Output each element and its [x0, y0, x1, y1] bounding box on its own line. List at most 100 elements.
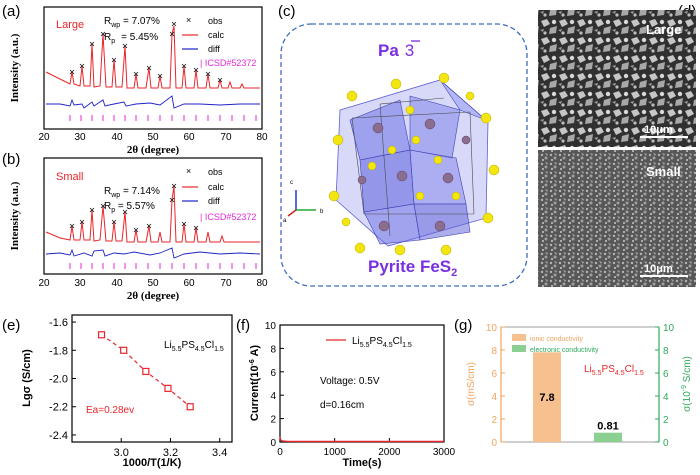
panel-f: (f) Current(10-6 A) Time(s) 0 2 4 6 8 10 0 100…: [236, 317, 456, 469]
panel-e-ytick-label: -2.2: [49, 402, 68, 414]
panel-b: (b) Intensity (a.u.) 20 30 40 50 60 70 8…: [2, 151, 268, 302]
panel-f-ytick-label: 2: [270, 415, 276, 426]
panel-g-ytick-right-label: 0: [663, 438, 669, 449]
panel-label-f: (f): [236, 317, 250, 334]
panel-a-bragg-ticks: [69, 115, 257, 121]
panel-a-legend-icsd: | ICSD#52372: [200, 58, 256, 68]
panel-a-xtick: 30: [74, 132, 86, 143]
panel-label-g: (g): [454, 317, 472, 334]
panel-e-ytick-label: -1.6: [49, 317, 68, 329]
panel-g-ytick-right-label: 6: [663, 369, 669, 380]
panel-a-xtick: 50: [147, 132, 159, 143]
panel-b-xtick: 30: [74, 278, 86, 289]
panel-g-ytick-right-label: 8: [663, 346, 669, 357]
panel-f-xtick-label: 0: [277, 447, 283, 458]
panel-a-rwp: Rwp = 7.07%: [104, 16, 160, 29]
axes-indicator: c a b: [283, 180, 324, 224]
panel-b-calc-curve: [45, 185, 260, 243]
panel-a-frame: [43, 6, 263, 130]
panel-f-current-line: [279, 436, 444, 443]
panel-label-a: (a): [2, 3, 20, 20]
sem-image-large: [538, 10, 696, 147]
panel-b-xtick: 50: [147, 278, 159, 289]
panel-c-frame: [280, 23, 528, 287]
panel-e-ytick-label: -1.8: [49, 345, 68, 357]
panel-f-xtick-label: 1000: [324, 447, 347, 458]
axis-b-label: b: [320, 209, 324, 215]
panel-b-ylabel: Intensity (a.u.): [9, 181, 21, 250]
space-group-label: Pa 3: [378, 41, 414, 60]
panel-a-xtick: 20: [38, 132, 50, 143]
panel-a-legend-diff: diff: [208, 44, 220, 54]
panel-a: (a) Intensity (a.u.) 20 30 40 50 60 70 8…: [2, 3, 268, 156]
panel-a-xtick: 40: [111, 132, 123, 143]
panel-g-bar: [533, 352, 561, 442]
panel-e-data-point: [142, 367, 150, 376]
panel-e-data-point: [186, 403, 194, 411]
panel-g-ytick-left-label: 6: [491, 369, 497, 380]
panel-g-ytick-left-label: 8: [491, 346, 497, 357]
panel-e-xlabel: 1000/T(1/K): [123, 457, 182, 469]
sem-image-small: [538, 150, 696, 287]
panel-f-ytick-label: 6: [270, 368, 276, 379]
scale-label-large: 10μm: [644, 124, 673, 136]
panel-b-xtick: 80: [256, 278, 268, 289]
sem-label-large: Large: [646, 22, 681, 37]
panel-b-xtick: 20: [38, 278, 50, 289]
axis-a-label: a: [283, 218, 287, 224]
panel-e-xtick-label: 3.4: [212, 447, 227, 459]
panel-f-ylabel: Current(10-6 A): [249, 345, 261, 421]
panel-g-frame: [500, 326, 660, 443]
panel-a-xtick: 60: [183, 132, 195, 143]
panel-f-ytick-label: 8: [270, 344, 276, 355]
panel-g-bar-value: 0.81: [597, 421, 618, 433]
panel-a-xlabel: 2θ (degree): [127, 144, 180, 156]
panel-g-ytick-left-label: 0: [491, 438, 497, 449]
panel-g-ytick-right-label: 2: [663, 415, 669, 426]
panel-b-legend-obs: obs: [208, 167, 223, 177]
panel-b-diff-curve: [45, 247, 261, 259]
panel-f-ytick-label: 10: [265, 321, 277, 332]
panel-b-frame: [43, 157, 263, 275]
panel-g: (g) σ(mS/cm) σ(10-9 S/cm) 0 2 4 6 8 10 0 2 4 6 8 1…: [454, 317, 693, 449]
crystal-structure: [328, 72, 500, 256]
panel-a-legend-calc: calc: [208, 30, 225, 40]
panel-b-xtick: 60: [183, 278, 195, 289]
panel-d: (d) Large 10μm Small 10μm: [538, 3, 696, 287]
panel-g-ylabel-right: σ(10-9 S/cm): [681, 356, 693, 412]
structure-name: Pyrite FeS2: [368, 257, 457, 279]
panel-e-ylabel: Lgσ (S/cm): [21, 349, 33, 407]
panel-g-legend-electronic-swatch: [512, 345, 526, 352]
panel-c: (c) Pa 3: [278, 3, 528, 287]
panel-g-ytick-left-label: 10: [486, 323, 498, 334]
panel-f-voltage: Voltage: 0.5V: [320, 376, 380, 387]
panel-a-obs-points: [69, 21, 223, 83]
panel-e-data-point: [97, 331, 106, 339]
panel-e-annotation: Ea=0.28ev: [86, 405, 134, 416]
panel-b-rp: Rp = 5.57%: [104, 201, 155, 214]
panel-a-diff-curve: [46, 95, 260, 109]
panel-e-data-point: [120, 346, 128, 354]
panel-b-xtick: 40: [111, 278, 123, 289]
panel-g-bar-value: 7.8: [539, 392, 554, 404]
panel-e-frame: [71, 314, 233, 443]
panel-a-xtick: 80: [256, 132, 268, 143]
panel-a-legend-obs: obs: [208, 16, 223, 26]
panel-e-ytick-label: -2.0: [49, 374, 68, 386]
sem-label-small: Small: [646, 164, 681, 179]
panel-g-legend-electronic: electronic conductivity: [530, 347, 599, 354]
panel-g-bar: [594, 432, 622, 442]
panel-f-thickness: d=0.16cm: [320, 400, 364, 411]
panel-e: (e) Lgσ (S/cm) 1000/T(1/K) -1.6 -1.8 -2.0 -…: [2, 314, 233, 469]
panel-a-sample: Large: [56, 19, 84, 31]
panel-g-ytick-left-label: 2: [491, 415, 497, 426]
panel-e-xtick-label: 3.2: [163, 447, 178, 459]
panel-f-ytick-label: 4: [270, 391, 276, 402]
panel-label-e: (e): [2, 317, 20, 334]
panel-f-legend: Li5.5PS4.5Cl1.5: [352, 336, 412, 349]
panel-b-legend-calc: calc: [208, 182, 225, 192]
panel-a-xtick: 70: [220, 132, 232, 143]
panel-f-xtick-label: 2000: [378, 447, 401, 458]
panel-f-ytick-label: 0: [270, 438, 276, 449]
